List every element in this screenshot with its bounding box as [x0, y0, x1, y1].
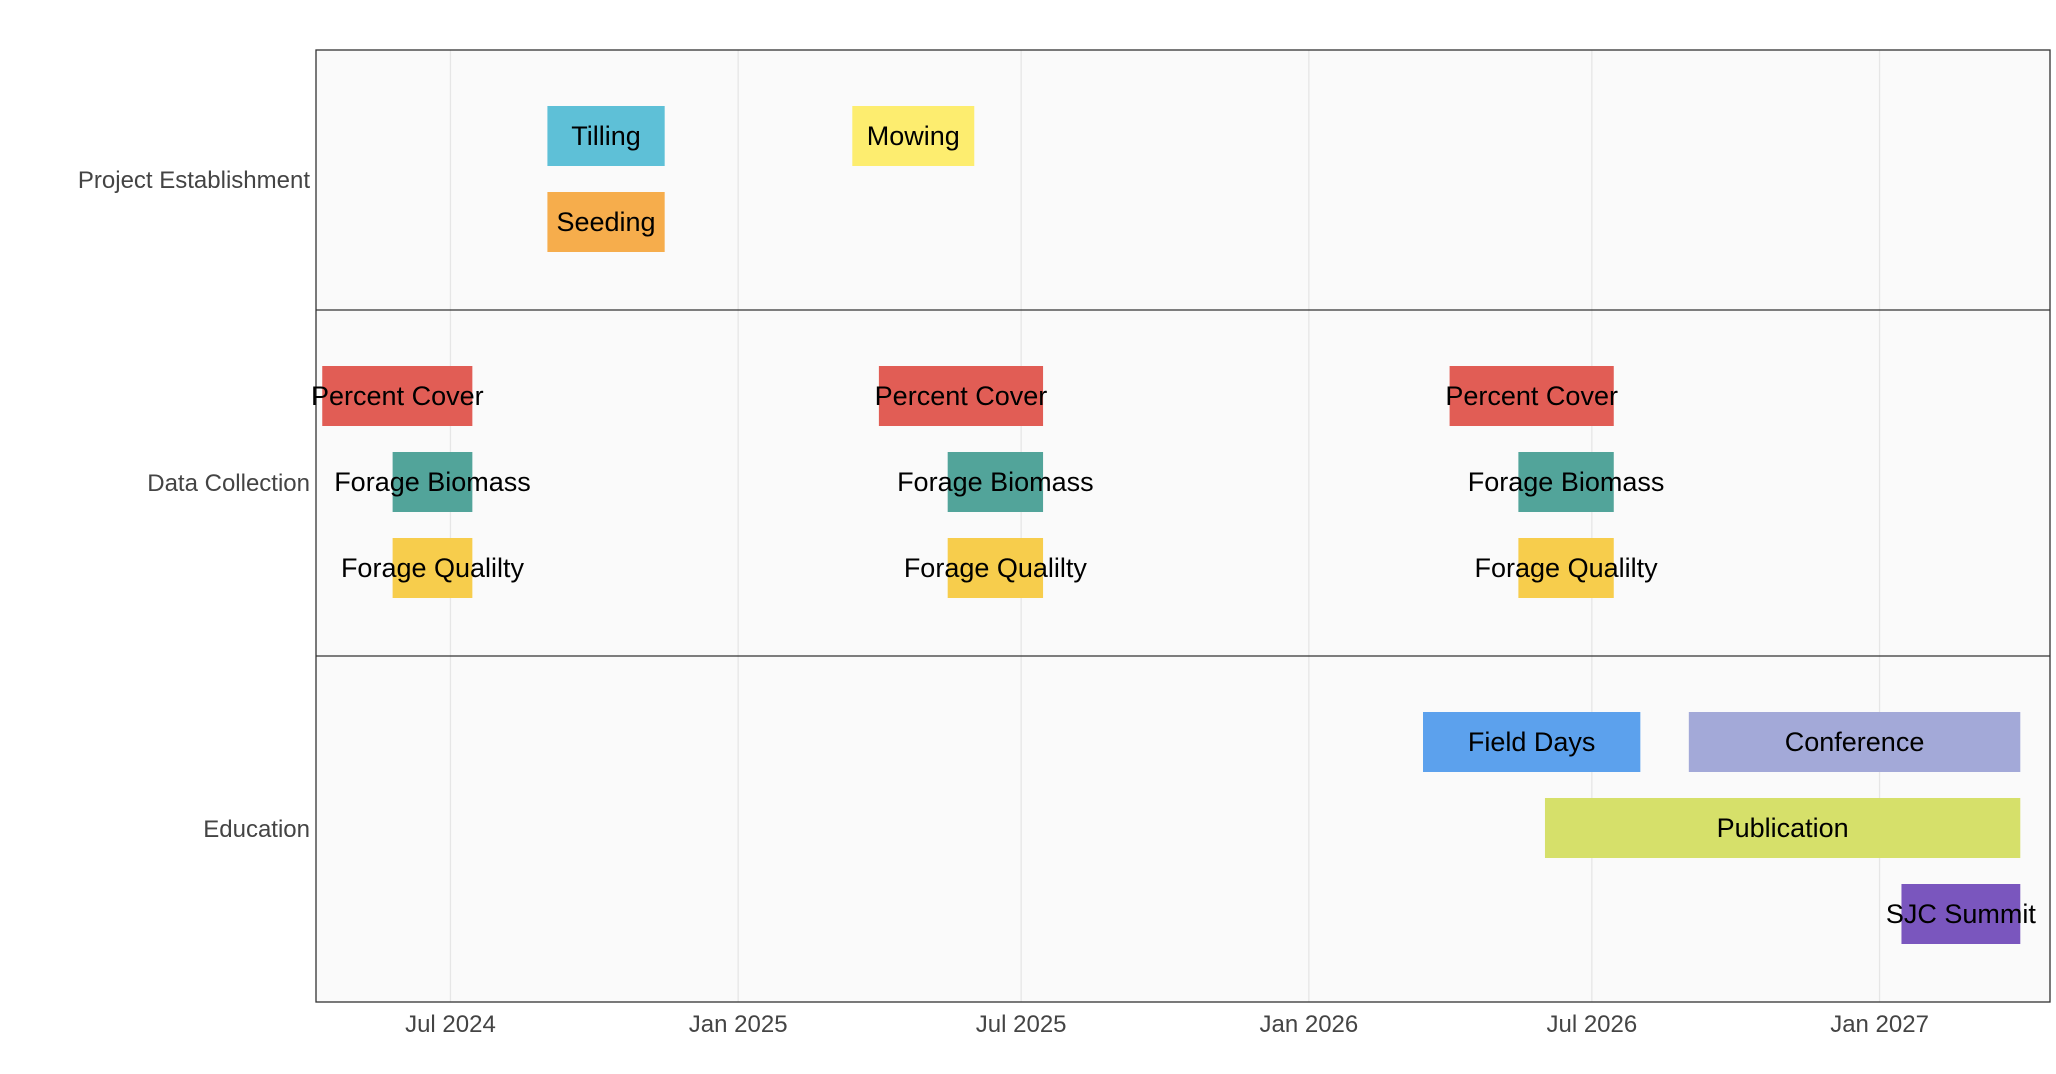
- x-tick-label: Jul 2026: [1546, 1011, 1637, 1038]
- group-label: Project Establishment: [78, 167, 310, 194]
- task-bar-label: Mowing: [867, 121, 960, 151]
- task-bar-label: Forage Biomass: [897, 467, 1094, 497]
- task-bar: [1688, 712, 2021, 772]
- x-tick-label: Jan 2025: [689, 1011, 788, 1038]
- task-bar: [852, 106, 975, 166]
- task-bar-label: Seeding: [556, 207, 655, 237]
- task-bar-label: Forage Qualilty: [1475, 553, 1659, 583]
- task-bar: [878, 366, 1044, 426]
- plot-frame: [315, 49, 2051, 1003]
- task-bars: [322, 106, 2021, 944]
- task-bar-label: Percent Cover: [311, 381, 484, 411]
- task-bar-label: Forage Qualilty: [341, 553, 525, 583]
- task-bar-label: Forage Biomass: [1468, 467, 1665, 497]
- panel-background: [316, 310, 2050, 656]
- task-bar-label: Percent Cover: [875, 381, 1048, 411]
- panel-frames: [315, 49, 2051, 1003]
- task-bar-label: Forage Qualilty: [904, 553, 1088, 583]
- task-bar-label: Percent Cover: [1445, 381, 1618, 411]
- task-bar: [1518, 538, 1614, 598]
- bar-labels: Tilling Mowing Seeding Percent Cover Percent…: [311, 121, 2036, 929]
- task-bar: [1901, 884, 2021, 944]
- x-tick-label: Jan 2027: [1830, 1011, 1929, 1038]
- task-bar: [947, 452, 1044, 512]
- group-labels: Project Establishment Data Collection Educ…: [78, 167, 310, 843]
- task-bar-label: SJC Summit: [1886, 899, 2037, 929]
- task-bar-label: Publication: [1717, 813, 1849, 843]
- task-bar: [547, 192, 665, 252]
- x-tick-label: Jan 2026: [1259, 1011, 1358, 1038]
- task-bar: [392, 538, 473, 598]
- x-tick-label: Jul 2024: [405, 1011, 496, 1038]
- group-label: Data Collection: [147, 470, 310, 497]
- panel-background: [316, 50, 2050, 310]
- task-bar: [547, 106, 665, 166]
- task-bar-label: Field Days: [1468, 727, 1596, 757]
- task-bar: [392, 452, 473, 512]
- task-bar-label: Conference: [1785, 727, 1925, 757]
- x-tick-label: Jul 2025: [976, 1011, 1067, 1038]
- group-label: Education: [203, 816, 310, 843]
- task-bar: [1518, 452, 1614, 512]
- task-bar: [1544, 798, 2021, 858]
- task-bar: [322, 366, 473, 426]
- x-axis-tick-labels: Jul 2024 Jan 2025 Jul 2025 Jan 2026 Jul 2026…: [405, 1011, 1929, 1038]
- task-bar-label: Tilling: [571, 121, 641, 151]
- task-bar: [947, 538, 1044, 598]
- task-bar-label: Forage Biomass: [334, 467, 531, 497]
- task-bar: [1423, 712, 1641, 772]
- task-bar: [1449, 366, 1614, 426]
